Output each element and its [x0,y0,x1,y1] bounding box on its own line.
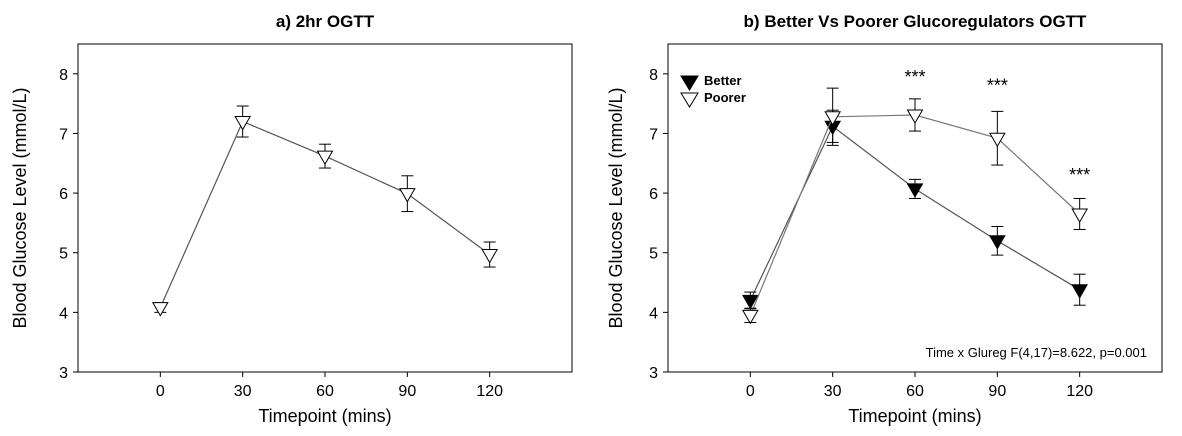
panel-b-xtick-label: 30 [824,383,842,400]
panel-a-series-0-point [234,116,252,131]
significance-marker: *** [1069,165,1090,185]
panel-b-series-better-point [906,183,924,198]
panel-b-series-better-point [1071,284,1089,299]
panel-b-xtick-label: 60 [906,383,924,400]
legend-better-label: Better [704,73,742,88]
panel-b-series-poorer-point [824,111,842,126]
panel-b: b) Better Vs Poorer Glucoregulators OGTT… [606,12,1163,426]
panel-b-series-poorer-point [906,109,924,124]
panel-a-series-0-point [316,150,334,166]
panel-b-series-poorer-point [988,132,1006,148]
panel-b-ytick-label: 5 [649,246,658,263]
panel-b-series-poorer-point [741,309,759,325]
panel-b-series-better-point [988,235,1006,250]
panel-b-xlabel: Timepoint (mins) [848,406,981,426]
panel-a-series-0-point [398,188,416,203]
panel-a-ytick-label: 7 [59,126,68,143]
stats-annotation: Time x Glureg F(4,17)=8.622, p=0.001 [926,345,1147,360]
panel-a-title: a) 2hr OGTT [276,12,375,31]
panel-a-ytick-label: 4 [59,305,68,322]
panel-a-frame [77,43,573,373]
panel-b-ylabel: Blood Glucose Level (mmol/L) [606,87,626,328]
legend-poorer-label: Poorer [704,90,746,105]
panel-a-ytick-label: 6 [59,186,68,203]
significance-marker: *** [904,67,925,87]
panel-b-ytick-label: 3 [649,365,658,382]
panel-b-plot: *** *** *** [741,67,1090,325]
panel-a-ytick-label: 3 [59,365,68,382]
panel-b-ytick-label: 4 [649,305,658,322]
panel-b-xtick-label: 120 [1066,383,1093,400]
panel-a-xtick-label: 30 [234,383,252,400]
panel-a-xtick-label: 0 [156,383,165,400]
legend-poorer-marker [680,92,699,108]
panel-a: a) 2hr OGTT Timepoint (mins) Blood Gluco… [10,12,573,426]
panel-b-series-poorer-point [1071,208,1089,223]
panel-a-plot [151,105,499,317]
panel-a-ticks: 0 30 60 90 120 3 4 5 6 7 8 [59,67,503,400]
panel-a-ytick-label: 5 [59,246,68,263]
panel-b-series-poorer-line [749,114,1081,316]
panel-a-xtick-label: 120 [476,383,503,400]
panel-a-ytick-label: 8 [59,67,68,84]
panel-b-legend: Better Poorer [680,73,746,108]
panel-b-series-better-line [749,125,1081,301]
panel-b-xtick-label: 90 [988,383,1006,400]
panel-b-ticks: 0 30 60 90 120 3 4 5 6 7 8 [649,67,1093,400]
panel-a-xtick-label: 60 [316,383,334,400]
panel-a-series-0-point [481,249,499,264]
panel-a-xlabel: Timepoint (mins) [258,406,391,426]
panel-b-xtick-label: 0 [746,383,755,400]
panel-b-series-better-point [741,294,759,310]
panel-b-ytick-label: 8 [649,67,658,84]
legend-better-marker [680,75,699,91]
panel-a-xtick-label: 90 [398,383,416,400]
panel-b-ytick-label: 6 [649,186,658,203]
panel-b-ytick-label: 7 [649,126,658,143]
panel-a-ylabel: Blood Glucose Level (mmol/L) [10,87,30,328]
panel-a-series-0-point [151,302,169,317]
panel-b-title: b) Better Vs Poorer Glucoregulators OGTT [744,12,1088,31]
significance-marker: *** [987,76,1008,96]
